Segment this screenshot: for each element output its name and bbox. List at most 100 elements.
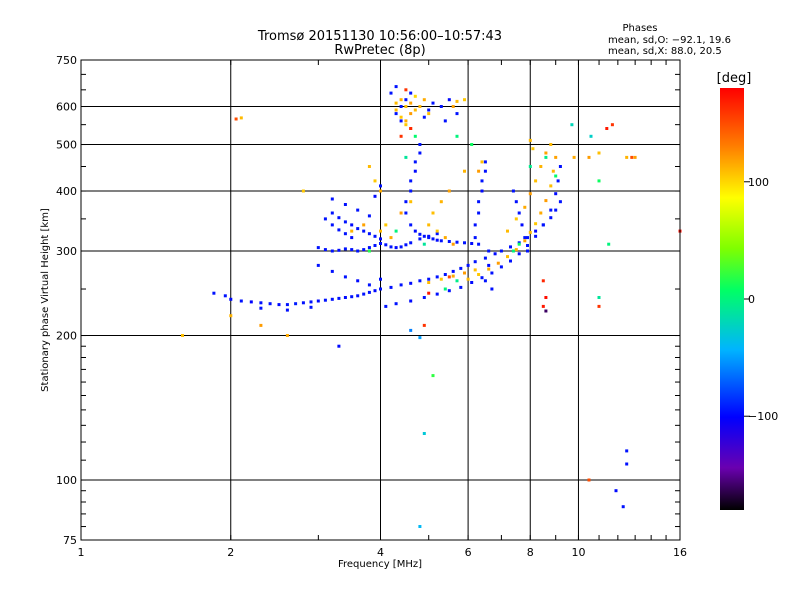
data-point <box>544 199 548 203</box>
data-point <box>389 236 393 240</box>
data-point <box>528 138 532 142</box>
x-tick-label: 10 <box>571 546 585 559</box>
data-point <box>447 275 451 279</box>
data-point <box>487 267 491 271</box>
data-point <box>259 301 263 305</box>
data-point <box>455 112 459 116</box>
data-point <box>493 252 497 256</box>
data-point <box>379 189 382 193</box>
data-point <box>431 237 435 241</box>
data-point <box>572 155 576 159</box>
data-point <box>427 223 431 227</box>
data-point <box>431 211 435 215</box>
data-point <box>409 241 413 245</box>
colorbar-ticks: 100 0 −100 <box>744 176 778 423</box>
data-point <box>394 302 398 306</box>
data-point <box>463 98 466 102</box>
data-point <box>447 98 451 102</box>
data-point <box>404 243 408 247</box>
data-point <box>544 151 548 155</box>
data-point <box>506 255 509 259</box>
data-point <box>523 236 527 240</box>
data-point <box>399 211 403 215</box>
data-point <box>625 449 629 453</box>
data-point <box>404 200 408 204</box>
data-point <box>607 242 611 246</box>
data-point <box>373 194 377 198</box>
data-point <box>362 229 366 233</box>
data-point <box>477 242 481 246</box>
data-point <box>367 249 371 253</box>
data-point <box>480 276 484 280</box>
data-point <box>499 265 503 269</box>
data-point <box>418 525 422 528</box>
data-point <box>337 296 341 300</box>
data-point <box>384 304 388 308</box>
data-point <box>427 112 431 116</box>
data-point <box>409 127 413 130</box>
y-axis-label: Stationary phase Virtual Height [km] <box>40 208 51 392</box>
data-point <box>470 281 474 284</box>
data-point <box>549 208 553 212</box>
data-point <box>343 203 347 206</box>
x-tick-label: 6 <box>465 546 472 559</box>
data-point <box>509 259 512 263</box>
data-point <box>427 108 431 112</box>
data-point <box>409 223 413 227</box>
data-point <box>350 229 354 233</box>
data-point <box>399 283 403 287</box>
x-axis-label: Frequency [MHz] <box>338 559 422 570</box>
data-point <box>418 151 422 155</box>
data-point <box>268 302 272 306</box>
data-point <box>499 249 503 253</box>
data-point <box>554 208 558 212</box>
data-point <box>531 147 535 151</box>
data-point <box>350 236 354 240</box>
data-point <box>277 303 281 307</box>
data-point <box>350 223 354 227</box>
data-point <box>435 275 439 279</box>
data-point <box>528 192 532 196</box>
x-tick-label: 4 <box>377 546 384 559</box>
data-point <box>422 242 426 246</box>
data-point <box>362 223 366 227</box>
data-point <box>356 294 360 298</box>
data-point <box>541 279 545 283</box>
data-point <box>490 271 494 275</box>
data-point <box>350 248 354 252</box>
data-point <box>490 287 494 291</box>
data-point <box>212 291 216 295</box>
data-point <box>389 285 393 289</box>
data-point <box>477 200 481 204</box>
data-point <box>379 237 382 241</box>
y-tick-label: 75 <box>63 534 77 547</box>
data-point <box>330 297 334 301</box>
data-point <box>323 298 327 302</box>
data-point <box>422 323 426 327</box>
data-point <box>418 237 422 241</box>
plot-grid <box>81 60 680 540</box>
data-point <box>439 277 443 281</box>
data-point <box>418 279 422 283</box>
colorbar-tick-label: 100 <box>748 176 769 189</box>
data-point <box>379 229 382 233</box>
data-point <box>223 294 227 298</box>
data-point <box>443 287 447 291</box>
data-point <box>451 269 455 273</box>
data-point <box>614 489 618 493</box>
legend-title: Phases <box>622 23 657 34</box>
data-point <box>409 91 413 95</box>
data-point <box>404 105 408 108</box>
data-point <box>496 261 500 265</box>
data-point <box>447 289 451 293</box>
data-point <box>301 189 305 193</box>
data-point <box>554 155 558 159</box>
data-point <box>418 143 422 146</box>
data-point <box>394 101 398 105</box>
y-tick-label: 600 <box>56 101 77 114</box>
data-point <box>422 432 426 435</box>
data-point <box>431 101 435 105</box>
data-point <box>379 287 382 291</box>
data-point <box>514 200 518 204</box>
